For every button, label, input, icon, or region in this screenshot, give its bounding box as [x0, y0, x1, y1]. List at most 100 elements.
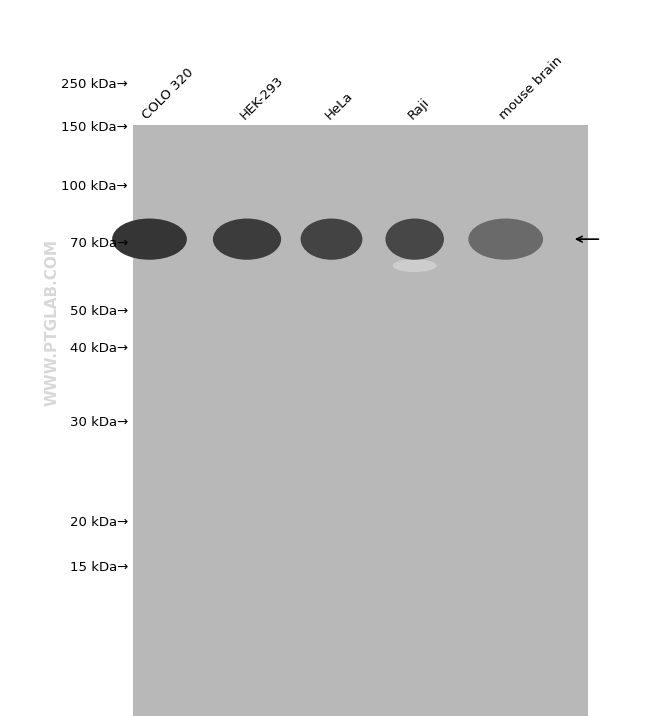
Ellipse shape [126, 234, 173, 244]
Ellipse shape [114, 221, 185, 258]
Ellipse shape [130, 238, 169, 240]
Bar [133, 125, 588, 716]
Ellipse shape [220, 227, 274, 251]
Ellipse shape [398, 237, 431, 241]
Ellipse shape [391, 226, 439, 253]
Ellipse shape [473, 223, 538, 255]
Ellipse shape [392, 228, 437, 251]
Ellipse shape [397, 235, 432, 243]
Ellipse shape [122, 230, 177, 248]
Ellipse shape [313, 235, 350, 243]
Ellipse shape [482, 233, 530, 246]
Ellipse shape [220, 228, 274, 251]
Ellipse shape [396, 233, 434, 246]
Ellipse shape [315, 238, 348, 240]
Ellipse shape [482, 234, 529, 244]
Text: 50 kDa→: 50 kDa→ [70, 305, 128, 318]
Ellipse shape [398, 236, 432, 242]
Ellipse shape [226, 234, 268, 244]
Ellipse shape [213, 218, 281, 260]
Ellipse shape [470, 221, 541, 258]
Ellipse shape [304, 223, 359, 255]
Ellipse shape [312, 234, 351, 244]
Ellipse shape [219, 226, 275, 253]
Ellipse shape [483, 235, 528, 243]
Text: WWW.PTGLAB.COM: WWW.PTGLAB.COM [44, 238, 60, 406]
Ellipse shape [393, 259, 437, 272]
Ellipse shape [124, 231, 176, 248]
Ellipse shape [395, 232, 434, 246]
Ellipse shape [391, 227, 438, 251]
Ellipse shape [390, 225, 439, 253]
Ellipse shape [314, 236, 349, 242]
Ellipse shape [113, 220, 186, 258]
Ellipse shape [386, 220, 443, 258]
Ellipse shape [303, 222, 360, 256]
Text: 30 kDa→: 30 kDa→ [70, 416, 128, 429]
Ellipse shape [214, 221, 280, 258]
Ellipse shape [304, 223, 359, 256]
Ellipse shape [129, 237, 170, 241]
Ellipse shape [227, 235, 268, 243]
Ellipse shape [486, 238, 525, 240]
Ellipse shape [117, 223, 182, 255]
Text: 100 kDa→: 100 kDa→ [61, 180, 128, 193]
Ellipse shape [472, 223, 540, 256]
Ellipse shape [216, 223, 278, 256]
Ellipse shape [307, 227, 356, 251]
Text: 250 kDa→: 250 kDa→ [61, 78, 128, 91]
Ellipse shape [478, 230, 533, 248]
Ellipse shape [124, 232, 175, 246]
Text: HeLa: HeLa [322, 89, 355, 122]
Ellipse shape [476, 228, 535, 251]
Ellipse shape [480, 232, 531, 246]
Ellipse shape [474, 225, 538, 253]
Ellipse shape [393, 230, 436, 248]
Ellipse shape [315, 237, 348, 241]
Text: COLO 320: COLO 320 [140, 65, 196, 122]
Ellipse shape [308, 229, 355, 249]
Ellipse shape [223, 231, 271, 248]
Ellipse shape [222, 229, 272, 249]
Ellipse shape [224, 232, 270, 246]
Ellipse shape [311, 233, 352, 246]
Ellipse shape [112, 218, 187, 260]
Ellipse shape [469, 220, 542, 258]
Ellipse shape [122, 229, 177, 249]
Ellipse shape [118, 225, 181, 253]
Ellipse shape [478, 229, 534, 249]
Text: 20 kDa→: 20 kDa→ [70, 516, 128, 529]
Ellipse shape [125, 233, 174, 246]
Ellipse shape [227, 236, 266, 242]
Ellipse shape [389, 223, 440, 255]
Ellipse shape [302, 221, 361, 258]
Ellipse shape [300, 218, 363, 260]
Ellipse shape [476, 227, 536, 251]
Ellipse shape [468, 218, 543, 260]
Ellipse shape [471, 222, 540, 256]
Ellipse shape [306, 226, 357, 253]
Text: 150 kDa→: 150 kDa→ [61, 121, 128, 134]
Ellipse shape [217, 223, 277, 255]
Text: HEK-293: HEK-293 [238, 73, 286, 122]
Ellipse shape [215, 222, 279, 256]
Text: 40 kDa→: 40 kDa→ [70, 342, 128, 355]
Ellipse shape [387, 222, 442, 256]
Ellipse shape [389, 223, 441, 256]
Text: 15 kDa→: 15 kDa→ [70, 561, 128, 574]
Ellipse shape [396, 234, 433, 244]
Ellipse shape [306, 225, 358, 253]
Ellipse shape [214, 220, 280, 258]
Ellipse shape [399, 238, 430, 240]
Ellipse shape [116, 223, 183, 256]
Ellipse shape [387, 221, 443, 258]
Ellipse shape [393, 229, 437, 249]
Ellipse shape [127, 235, 172, 243]
Ellipse shape [310, 231, 353, 248]
Ellipse shape [222, 230, 272, 248]
Ellipse shape [484, 236, 527, 242]
Ellipse shape [480, 231, 532, 248]
Ellipse shape [228, 237, 266, 241]
Ellipse shape [119, 226, 180, 253]
Text: Raji: Raji [406, 95, 432, 122]
